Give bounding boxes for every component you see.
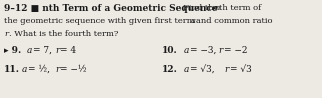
Text: = √3: = √3 xyxy=(230,65,252,74)
Text: = −3,: = −3, xyxy=(190,46,216,55)
Text: a: a xyxy=(191,17,196,25)
Text: = −½: = −½ xyxy=(60,65,87,74)
Text: r: r xyxy=(218,46,222,55)
Text: = −2: = −2 xyxy=(224,46,248,55)
Text: ▸ 9.: ▸ 9. xyxy=(4,46,21,55)
Text: = 4: = 4 xyxy=(60,46,76,55)
Text: a: a xyxy=(27,46,33,55)
Text: 11.: 11. xyxy=(4,65,20,74)
Text: . What is the fourth term?: . What is the fourth term? xyxy=(9,30,118,38)
Text: r: r xyxy=(55,65,59,74)
Text: = 7,: = 7, xyxy=(33,46,52,55)
Text: n: n xyxy=(214,4,219,12)
Text: = ½,: = ½, xyxy=(28,65,50,74)
Text: r: r xyxy=(55,46,59,55)
Text: 10.: 10. xyxy=(162,46,178,55)
Text: a: a xyxy=(184,46,189,55)
Text: th term of: th term of xyxy=(219,4,261,12)
Text: 9–12 ■ nth Term of a Geometric Sequence: 9–12 ■ nth Term of a Geometric Sequence xyxy=(4,4,218,13)
Text: the geometric sequence with given first term: the geometric sequence with given first … xyxy=(4,17,194,25)
Text: = √3,: = √3, xyxy=(190,65,215,74)
Text: 12.: 12. xyxy=(162,65,178,74)
Text: a: a xyxy=(184,65,189,74)
Text: and common ratio: and common ratio xyxy=(196,17,272,25)
Text: a: a xyxy=(22,65,27,74)
Text: Find the: Find the xyxy=(183,4,221,12)
Text: r: r xyxy=(224,65,228,74)
Text: r: r xyxy=(4,30,8,38)
